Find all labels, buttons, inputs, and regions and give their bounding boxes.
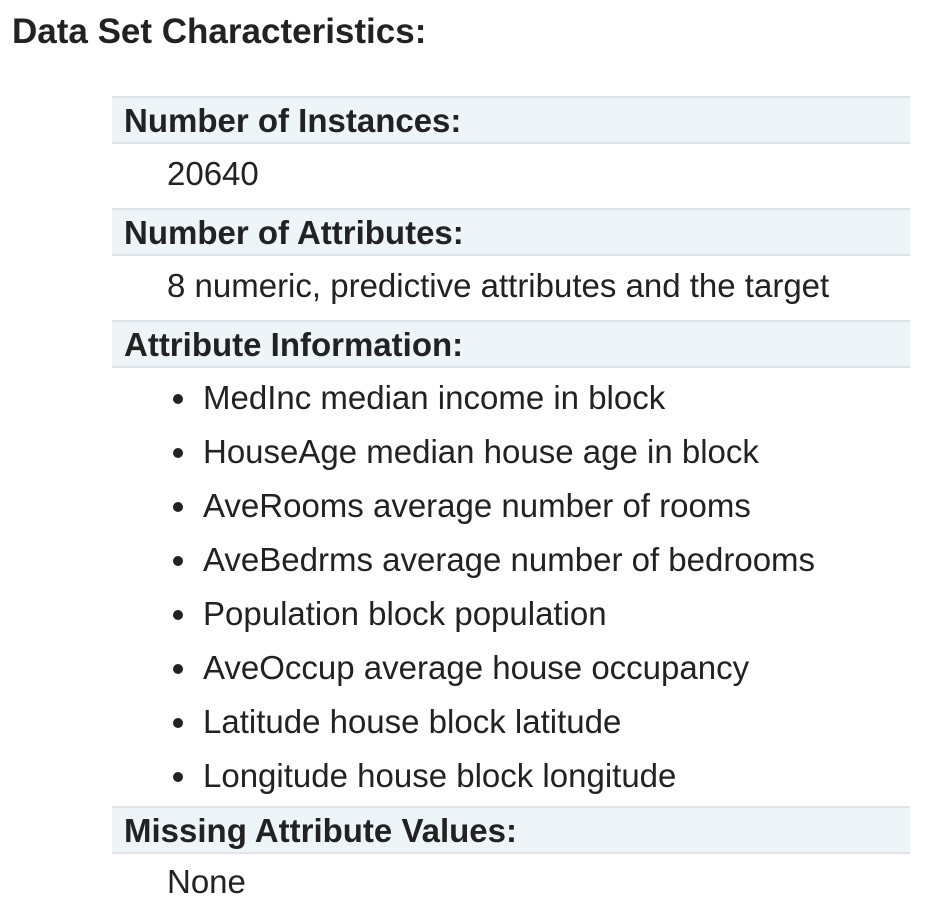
attribute-text: Latitude house block latitude	[203, 703, 622, 740]
attribute-list: MedInc median income in block HouseAge m…	[167, 368, 910, 806]
field-value-instances: 20640	[167, 155, 259, 192]
field-value-missing-values: None	[167, 863, 246, 900]
attribute-item-averooms: AveRooms average number of rooms	[167, 479, 910, 533]
field-value-attribute-information: MedInc median income in block HouseAge m…	[112, 368, 910, 806]
attribute-text: AveBedrms average number of bedrooms	[203, 541, 816, 578]
attribute-item-medinc: MedInc median income in block	[167, 371, 910, 425]
attribute-text: Longitude house block longitude	[203, 757, 677, 794]
field-term-attribute-information: Attribute Information:	[112, 320, 910, 368]
attribute-text: AveRooms average number of rooms	[203, 487, 751, 524]
attribute-text: HouseAge median house age in block	[203, 433, 759, 470]
field-value-attributes: 8 numeric, predictive attributes and the…	[167, 267, 830, 304]
field-term-instances: Number of Instances:	[112, 96, 910, 144]
attribute-text: Population block population	[203, 595, 607, 632]
attribute-item-houseage: HouseAge median house age in block	[167, 425, 910, 479]
bullet-icon	[173, 610, 183, 620]
bullet-icon	[173, 448, 183, 458]
bullet-icon	[173, 394, 183, 404]
bullet-icon	[173, 556, 183, 566]
dataset-field-list: Number of Instances: 20640 Number of Att…	[112, 96, 910, 910]
field-term-missing-values: Missing Attribute Values:	[112, 806, 910, 854]
attribute-item-longitude: Longitude house block longitude	[167, 749, 910, 803]
section-heading: Data Set Characteristics:	[12, 12, 427, 51]
attribute-item-latitude: Latitude house block latitude	[167, 695, 910, 749]
bullet-icon	[173, 772, 183, 782]
field-term-attributes: Number of Attributes:	[112, 208, 910, 256]
attribute-text: MedInc median income in block	[203, 379, 666, 416]
bullet-icon	[173, 664, 183, 674]
attribute-item-aveoccup: AveOccup average house occupancy	[167, 641, 910, 695]
attribute-text: AveOccup average house occupancy	[203, 649, 750, 686]
bullet-icon	[173, 718, 183, 728]
bullet-icon	[173, 502, 183, 512]
attribute-item-avebedrms: AveBedrms average number of bedrooms	[167, 533, 910, 587]
attribute-item-population: Population block population	[167, 587, 910, 641]
